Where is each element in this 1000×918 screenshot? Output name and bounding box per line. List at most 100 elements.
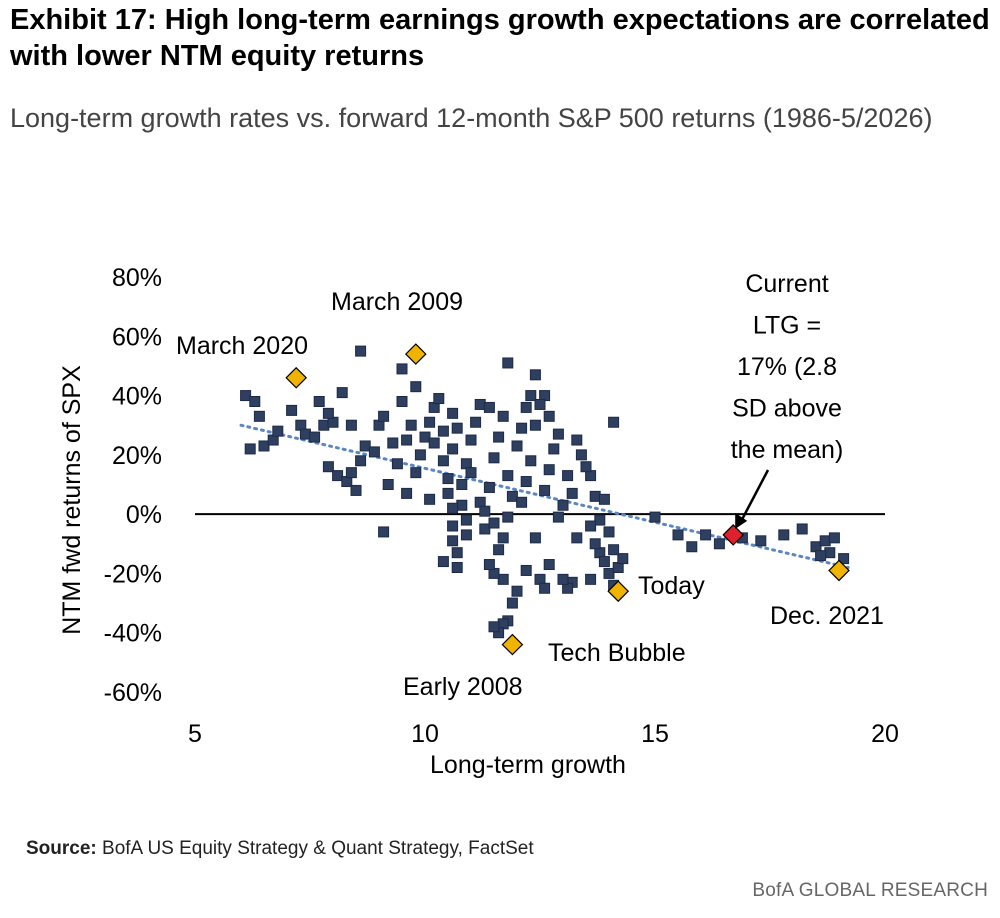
scatter-point	[428, 437, 440, 449]
scatter-chart: 80% 60% 40% 20% 0% -20% -40% -60% 5 10 15 20 Long-te…	[58, 264, 899, 779]
scatter-point	[520, 401, 532, 413]
scatter-point	[456, 499, 468, 511]
y-tick-label: 0%	[126, 501, 162, 529]
x-tick-label: 20	[871, 720, 899, 748]
scatter-point	[649, 511, 661, 523]
scatter-point	[378, 526, 390, 538]
scatter-point	[488, 517, 500, 529]
scatter-point	[433, 393, 445, 405]
scatter-point	[755, 535, 767, 547]
scatter-point	[585, 520, 597, 532]
highlight-layer	[285, 343, 850, 656]
scatter-point	[511, 440, 523, 452]
scatter-point	[401, 487, 413, 499]
highlight-point	[404, 343, 427, 365]
scatter-point	[437, 556, 449, 568]
trend-layer	[239, 423, 850, 569]
axes-layer: 80% 60% 40% 20% 0% -20% -40% -60% 5 10 15 20 Long-te…	[58, 264, 899, 779]
label-current-line: Current	[745, 270, 828, 298]
exhibit-title: Exhibit 17: High long-term earnings grow…	[10, 4, 990, 72]
y-tick-label: 20%	[112, 442, 162, 470]
scatter-point	[520, 564, 532, 576]
scatter-point	[828, 532, 840, 544]
exhibit-subtitle: Long-term growth rates vs. forward 12-mo…	[10, 103, 933, 133]
x-axis-title: Long-term growth	[430, 751, 626, 779]
scatter-point	[543, 464, 555, 476]
scatter-point	[598, 556, 610, 568]
scatter-point	[479, 505, 491, 517]
highlight-point	[607, 580, 630, 603]
scatter-point	[272, 425, 284, 437]
scatter-point	[511, 585, 523, 597]
scatter-point	[548, 443, 560, 455]
label-layer: March 2020 March 2009 Early 2008 Tech Bubbl…	[176, 270, 884, 701]
scatter-point	[493, 431, 505, 443]
scatter-point	[322, 461, 334, 473]
scatter-point	[391, 458, 403, 470]
current-arrow-head	[735, 512, 748, 529]
scatter-point	[502, 470, 514, 482]
scatter-point	[525, 390, 537, 402]
scatter-point	[318, 419, 330, 431]
scatter-point	[401, 434, 413, 446]
scatter-point	[497, 410, 509, 422]
y-tick-label: -60%	[104, 679, 162, 707]
scatter-point	[819, 535, 831, 547]
x-tick-label: 15	[641, 720, 669, 748]
scatter-point	[249, 396, 261, 407]
scatter-point	[534, 398, 546, 410]
scatter-point	[557, 573, 569, 585]
scatter-point	[424, 493, 436, 505]
scatter-point	[442, 473, 454, 485]
scatter-point	[686, 541, 698, 553]
scatter-point	[447, 407, 459, 419]
scatter-point	[447, 502, 459, 514]
trend-line	[239, 423, 850, 569]
scatter-point	[539, 582, 551, 594]
scatter-point	[580, 461, 592, 473]
scatter-point	[516, 496, 528, 508]
label-dec-2021: Dec. 2021	[770, 602, 884, 630]
label-current-line: LTG =	[753, 312, 821, 340]
scatter-point	[529, 532, 541, 544]
label-early-2008: Early 2008	[403, 673, 523, 701]
scatter-point	[396, 396, 408, 407]
scatter-point	[603, 567, 615, 579]
scatter-point	[447, 520, 459, 532]
scatter-point	[414, 449, 426, 461]
scatter-point	[585, 573, 597, 585]
points-layer	[240, 345, 850, 639]
scatter-point	[460, 514, 472, 526]
scatter-point	[571, 532, 583, 544]
y-tick-label: 60%	[112, 323, 162, 351]
scatter-point	[497, 573, 509, 585]
scatter-point	[529, 369, 541, 381]
scatter-point	[410, 381, 422, 393]
scatter-point	[447, 443, 459, 455]
y-tick-label: 80%	[112, 264, 162, 292]
scatter-point	[244, 443, 256, 455]
scatter-point	[506, 490, 518, 502]
scatter-point	[815, 550, 827, 562]
current-arrow-line	[738, 469, 770, 526]
scatter-point	[502, 511, 514, 523]
scatter-point	[465, 467, 477, 479]
scatter-point	[322, 407, 334, 419]
y-tick-label: -40%	[104, 620, 162, 648]
scatter-point	[405, 419, 417, 431]
scatter-point	[355, 455, 367, 467]
scatter-point	[566, 487, 578, 499]
y-tick-label: 40%	[112, 383, 162, 411]
scatter-point	[543, 559, 555, 571]
scatter-point	[474, 398, 486, 410]
scatter-point	[451, 562, 463, 573]
brand-label: BofA GLOBAL RESEARCH	[752, 880, 988, 901]
x-tick-label: 10	[411, 720, 439, 748]
scatter-point	[368, 446, 380, 458]
scatter-point	[571, 434, 583, 446]
scatter-point	[502, 357, 514, 369]
source-text: BofA US Equity Strategy & Quant Strategy…	[102, 838, 534, 859]
current-point	[722, 524, 745, 546]
scatter-point	[483, 401, 495, 413]
scatter-point	[562, 470, 574, 482]
